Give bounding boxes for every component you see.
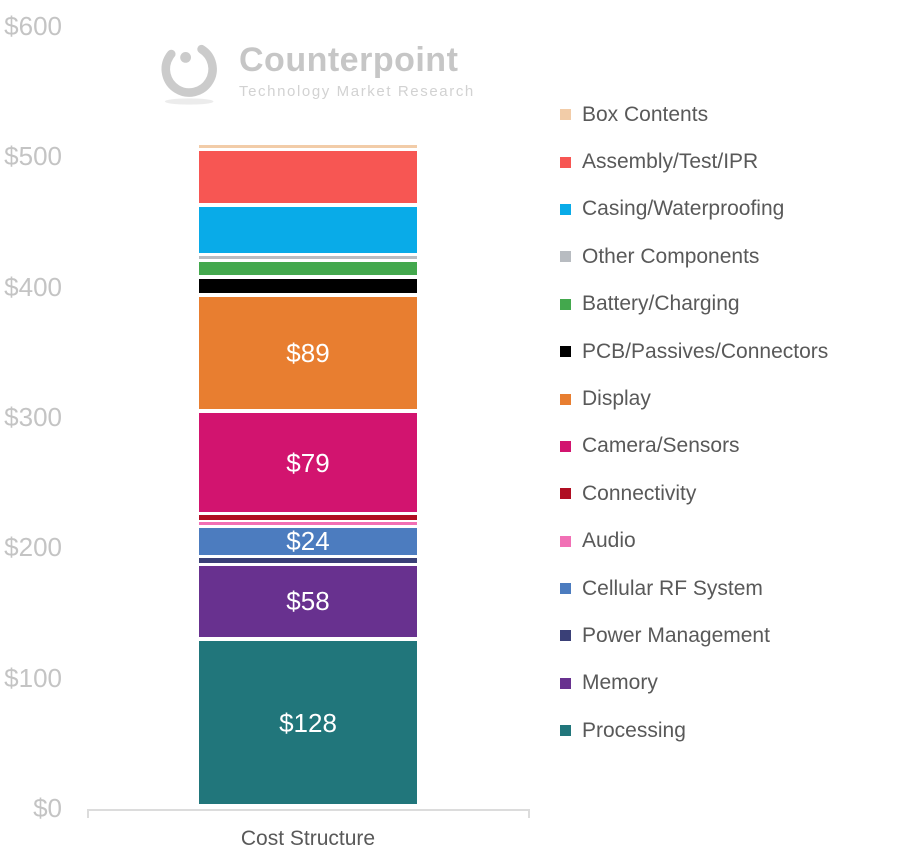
- legend-item-memory: Memory: [560, 660, 828, 707]
- legend-item-processing: Processing: [560, 707, 828, 754]
- legend-label-pcb-passives-connectors: PCB/Passives/Connectors: [582, 339, 829, 363]
- legend-item-casing-waterproofing: Casing/Waterproofing: [560, 186, 828, 233]
- legend-swatch-cellular-rf-system: [560, 583, 571, 595]
- logo-tagline: Technology Market Research: [239, 83, 475, 100]
- stacked-bar-cost-structure: $128 $58 $24 $79 $89: [199, 144, 417, 806]
- legend-swatch-camera-sensors: [560, 440, 571, 452]
- y-tick-label-500: $500: [4, 141, 62, 172]
- bar-segment-value-label-display: $89: [286, 338, 330, 369]
- bar-segment-cellular-rf-system: $24: [199, 525, 417, 558]
- legend: Box Contents Assembly/Test/IPR Casing/Wate…: [560, 91, 828, 754]
- legend-item-box-contents: Box Contents: [560, 91, 828, 138]
- y-tick-label-200: $200: [4, 532, 62, 563]
- legend-swatch-connectivity: [560, 488, 571, 500]
- legend-label-other-components: Other Components: [582, 244, 760, 268]
- legend-label-assembly-test-ipr: Assembly/Test/IPR: [582, 150, 759, 174]
- counterpoint-logo-icon: [161, 41, 217, 105]
- bar-segment-display: $89: [199, 295, 417, 412]
- legend-item-display: Display: [560, 375, 828, 422]
- bar-segment-value-label-cellular-rf-system: $24: [286, 526, 330, 557]
- bar-segment-assembly-test-ipr: [199, 149, 417, 206]
- legend-item-audio: Audio: [560, 518, 828, 565]
- legend-swatch-assembly-test-ipr: [560, 156, 571, 168]
- legend-label-casing-waterproofing: Casing/Waterproofing: [582, 197, 785, 221]
- legend-swatch-pcb-passives-connectors: [560, 346, 571, 358]
- legend-swatch-memory: [560, 677, 571, 689]
- bar-segment-pcb-passives-connectors: [199, 276, 417, 296]
- legend-label-processing: Processing: [582, 718, 686, 742]
- legend-item-cellular-rf-system: Cellular RF System: [560, 565, 828, 612]
- legend-swatch-audio: [560, 535, 571, 547]
- x-axis-tick-left: [87, 809, 89, 818]
- legend-label-audio: Audio: [582, 529, 636, 553]
- x-axis-tick-right: [528, 809, 530, 818]
- bar-segment-processing: $128: [199, 639, 417, 806]
- bar-segment-audio: [199, 520, 417, 526]
- logo-wordmark: Counterpoint: [239, 41, 459, 79]
- legend-swatch-display: [560, 393, 571, 405]
- bar-segment-power-management: [199, 557, 417, 564]
- bar-segment-other-components: [199, 254, 417, 260]
- y-tick-label-400: $400: [4, 271, 62, 302]
- legend-swatch-casing-waterproofing: [560, 203, 571, 215]
- y-tick-label-0: $0: [33, 793, 62, 823]
- legend-label-display: Display: [582, 387, 651, 411]
- bar-segment-casing-waterproofing: [199, 205, 417, 255]
- legend-swatch-box-contents: [560, 109, 571, 121]
- bar-segment-connectivity: [199, 514, 417, 521]
- legend-item-pcb-passives-connectors: PCB/Passives/Connectors: [560, 328, 828, 375]
- legend-label-connectivity: Connectivity: [582, 481, 697, 505]
- bar-segment-value-label-processing: $128: [279, 707, 337, 738]
- legend-item-battery-charging: Battery/Charging: [560, 281, 828, 328]
- counterpoint-logo: Counterpoint Technology Market Research: [155, 33, 475, 107]
- bar-segment-memory: $58: [199, 563, 417, 640]
- bar-segment-camera-sensors: $79: [199, 411, 417, 515]
- y-tick-label-300: $300: [4, 402, 62, 432]
- logo-text-block: Counterpoint Technology Market Research: [239, 33, 475, 100]
- legend-item-assembly-test-ipr: Assembly/Test/IPR: [560, 138, 828, 185]
- legend-swatch-battery-charging: [560, 298, 571, 310]
- legend-item-power-management: Power Management: [560, 612, 828, 659]
- legend-label-box-contents: Box Contents: [582, 102, 709, 126]
- bar-segment-value-label-camera-sensors: $79: [286, 447, 330, 478]
- bar-segment-box-contents: [199, 144, 417, 150]
- legend-label-battery-charging: Battery/Charging: [582, 292, 740, 316]
- legend-item-other-components: Other Components: [560, 233, 828, 280]
- x-axis-category-label: Cost Structure: [240, 827, 376, 850]
- legend-label-power-management: Power Management: [582, 623, 770, 647]
- legend-swatch-power-management: [560, 630, 571, 642]
- y-tick-label-600: $600: [4, 11, 62, 42]
- legend-item-connectivity: Connectivity: [560, 470, 828, 517]
- legend-swatch-processing: [560, 725, 571, 737]
- x-axis-line: [87, 809, 530, 811]
- legend-label-cellular-rf-system: Cellular RF System: [582, 576, 763, 600]
- bar-segment-value-label-memory: $58: [286, 586, 330, 617]
- legend-label-camera-sensors: Camera/Sensors: [582, 434, 740, 458]
- legend-swatch-other-components: [560, 251, 571, 263]
- y-tick-label-100: $100: [4, 662, 62, 693]
- legend-item-camera-sensors: Camera/Sensors: [560, 423, 828, 470]
- legend-label-memory: Memory: [582, 671, 658, 695]
- bar-segment-battery-charging: [199, 260, 417, 277]
